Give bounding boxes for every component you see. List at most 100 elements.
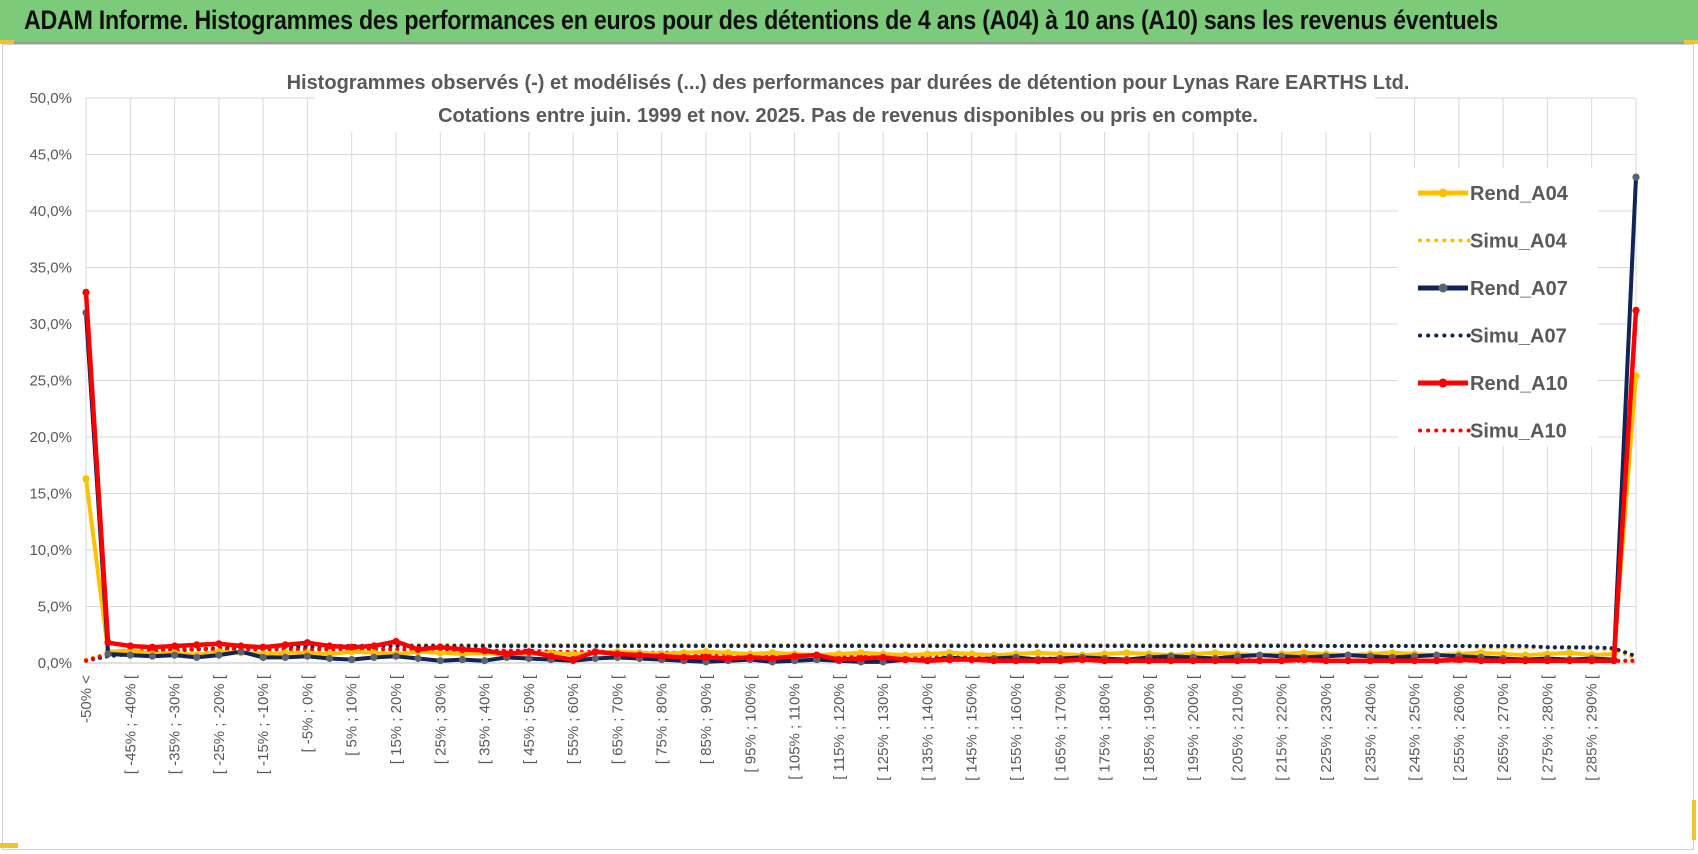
- data-point-rend_a07: [171, 651, 179, 659]
- data-point-rend_a07: [481, 657, 489, 665]
- x-tick-label: [ -5% ; 0% [: [299, 674, 316, 752]
- x-tick-label: [ 95% ; 100% [: [742, 674, 759, 772]
- x-tick-label: [ 175% ; 180% [: [1097, 674, 1114, 781]
- data-point-rend_a04: [569, 650, 577, 658]
- chart-title-line-2: Cotations entre juin. 1999 et nov. 2025.…: [438, 105, 1258, 127]
- data-point-rend_a10: [1521, 657, 1529, 665]
- data-point-rend_a10: [768, 654, 777, 663]
- data-point-rend_a07: [326, 654, 334, 663]
- data-point-rend_a04: [82, 475, 90, 483]
- x-tick-label: [ 185% ; 190% [: [1141, 674, 1158, 781]
- data-point-rend_a10: [1455, 656, 1463, 664]
- data-point-rend_a10: [968, 656, 976, 664]
- data-point-rend_a07: [303, 652, 311, 660]
- data-point-rend_a10: [237, 642, 245, 650]
- y-tick-label: 5,0%: [38, 599, 72, 616]
- legend-background: [1398, 168, 1598, 446]
- legend-marker-rend_a07: [1438, 283, 1448, 293]
- data-point-rend_a10: [193, 641, 201, 649]
- data-point-rend_a10: [1145, 657, 1153, 665]
- data-point-rend_a10: [525, 648, 533, 656]
- data-point-rend_a10: [1322, 657, 1330, 665]
- data-point-rend_a10: [326, 642, 334, 650]
- data-point-rend_a04: [1123, 649, 1131, 657]
- x-axis-labels: -50% < [ -45% ; -40% [[ -35% ; -30% [[ -2…: [78, 674, 1601, 781]
- data-point-rend_a10: [82, 288, 90, 296]
- legend-label-simu_a07: Simu_A07: [1470, 326, 1567, 348]
- data-point-rend_a04: [768, 649, 777, 657]
- data-point-rend_a10: [1034, 657, 1042, 665]
- report-title: ADAM Informe. Histogrammes des performan…: [24, 5, 1498, 35]
- data-point-rend_a10: [1101, 657, 1109, 665]
- data-point-rend_a10: [1632, 306, 1640, 314]
- x-tick-label: [ 85% ; 90% [: [698, 674, 715, 764]
- data-point-rend_a10: [1610, 657, 1618, 665]
- series-layer: [82, 173, 1640, 666]
- data-point-rend_a10: [547, 652, 555, 660]
- y-tick-label: 10,0%: [29, 542, 72, 559]
- title-backdrop: [315, 66, 1375, 132]
- y-tick-label: 30,0%: [29, 316, 72, 333]
- data-point-rend_a10: [1211, 657, 1219, 665]
- data-point-rend_a04: [923, 650, 932, 658]
- data-point-rend_a07: [1632, 173, 1640, 181]
- x-tick-label: [ 285% ; 290% [: [1584, 674, 1601, 781]
- data-point-rend_a07: [591, 654, 599, 663]
- data-point-rend_a07: [237, 648, 245, 656]
- x-tick-label: [ 255% ; 260% [: [1451, 674, 1468, 781]
- x-tick-label: -50% <: [78, 675, 95, 723]
- data-point-rend_a10: [879, 653, 887, 662]
- x-tick-label: [ 45% ; 50% [: [521, 674, 538, 764]
- data-point-rend_a10: [613, 650, 622, 658]
- data-point-rend_a10: [414, 645, 422, 654]
- data-point-rend_a04: [835, 650, 843, 658]
- data-point-rend_a10: [1078, 656, 1086, 664]
- data-point-rend_a10: [1366, 657, 1374, 665]
- data-point-rend_a10: [1433, 657, 1441, 665]
- x-tick-label: [ 125% ; 130% [: [875, 674, 892, 781]
- legend-marker-rend_a10: [1438, 378, 1448, 388]
- legend: Rend_A04 Simu_A04 Rend_A07 Simu_A07 Rend_A10…: [1398, 168, 1598, 446]
- data-point-rend_a07: [1344, 651, 1352, 659]
- data-point-rend_a10: [990, 657, 998, 665]
- data-point-rend_a10: [104, 639, 112, 647]
- legend-label-rend_a04: Rend_A04: [1470, 183, 1569, 205]
- data-point-rend_a07: [392, 652, 400, 660]
- data-point-rend_a10: [1588, 657, 1596, 665]
- data-point-rend_a04: [1034, 649, 1042, 657]
- data-point-rend_a07: [436, 657, 444, 665]
- report-banner: ADAM Informe. Histogrammes des performan…: [0, 0, 1698, 44]
- y-tick-label: 0,0%: [38, 655, 72, 672]
- y-tick-label: 15,0%: [29, 486, 72, 503]
- legend-marker-rend_a04: [1438, 188, 1448, 198]
- data-point-rend_a10: [857, 654, 865, 663]
- data-point-rend_a10: [1123, 657, 1131, 665]
- data-point-rend_a07: [259, 653, 267, 662]
- x-tick-label: [ -35% ; -30% [: [167, 674, 184, 774]
- y-tick-label: 20,0%: [29, 429, 72, 446]
- data-point-rend_a04: [968, 650, 976, 658]
- data-point-rend_a10: [636, 651, 644, 659]
- x-tick-label: [ 5% ; 10% [: [344, 674, 361, 756]
- data-point-rend_a10: [813, 651, 821, 659]
- data-point-rend_a10: [791, 652, 799, 660]
- series-line-simu_a07: [84, 644, 1638, 663]
- data-point-rend_a07: [193, 653, 201, 662]
- data-point-rend_a10: [1477, 657, 1485, 665]
- x-tick-label: [ 145% ; 150% [: [964, 674, 981, 781]
- data-point-rend_a10: [658, 652, 666, 660]
- data-point-rend_a10: [215, 640, 223, 648]
- legend-label-simu_a04: Simu_A04: [1470, 231, 1568, 253]
- data-point-rend_a10: [1344, 657, 1352, 665]
- data-point-rend_a10: [1056, 657, 1064, 665]
- data-point-rend_a10: [303, 639, 311, 647]
- data-point-rend_a10: [591, 648, 599, 656]
- x-tick-label: [ 105% ; 110% [: [787, 674, 804, 780]
- y-tick-label: 50,0%: [29, 90, 72, 107]
- data-point-rend_a04: [724, 649, 732, 657]
- data-point-rend_a04: [436, 649, 444, 657]
- x-tick-label: [ 55% ; 60% [: [565, 674, 582, 764]
- data-point-rend_a10: [1189, 657, 1197, 665]
- data-point-rend_a10: [481, 647, 489, 655]
